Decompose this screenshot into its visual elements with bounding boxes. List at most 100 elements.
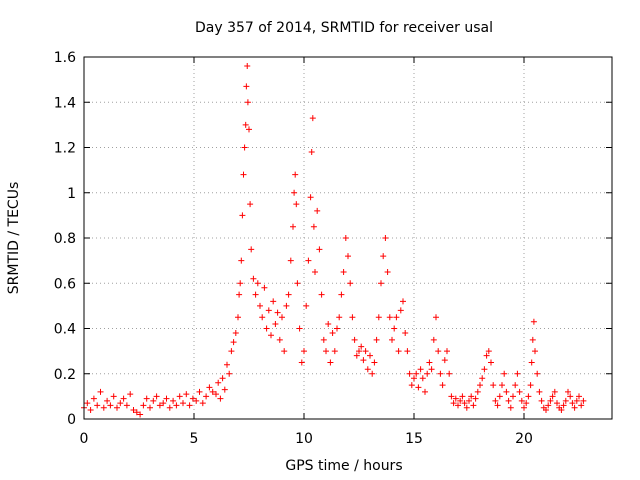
data-point — [270, 298, 277, 305]
data-point — [153, 393, 160, 400]
data-point — [193, 397, 200, 404]
data-point — [532, 348, 538, 355]
data-point — [516, 388, 523, 395]
data-point — [571, 404, 578, 411]
data-point — [439, 382, 446, 389]
data-point — [384, 268, 391, 275]
y-tick-label: 0.8 — [54, 231, 76, 247]
y-tick-label: 1.4 — [54, 95, 76, 111]
data-point — [327, 359, 334, 366]
data-point — [228, 348, 235, 355]
data-point — [298, 359, 305, 366]
data-point — [318, 291, 325, 298]
data-point — [459, 393, 466, 400]
data-point — [369, 370, 376, 377]
x-axis-label: GPS time / hours — [285, 458, 402, 474]
data-point — [578, 402, 585, 409]
data-point — [243, 83, 250, 90]
y-tick-label: 1.2 — [54, 141, 76, 157]
x-tick-label: 10 — [295, 431, 313, 447]
data-point — [530, 318, 537, 325]
data-point — [303, 302, 310, 309]
data-point — [393, 314, 400, 321]
data-point — [576, 393, 582, 400]
data-point — [534, 370, 541, 377]
data-point — [422, 388, 428, 395]
data-point — [468, 393, 475, 400]
data-point — [237, 280, 244, 287]
data-point — [244, 63, 251, 70]
data-point — [316, 246, 323, 253]
data-point — [203, 393, 210, 400]
data-point — [265, 307, 272, 314]
data-point — [236, 291, 243, 298]
data-point — [100, 404, 107, 411]
data-point — [523, 400, 530, 407]
data-point — [268, 332, 274, 339]
data-point — [521, 404, 527, 411]
data-point — [163, 395, 170, 402]
data-point — [389, 336, 395, 343]
data-point — [419, 375, 426, 382]
y-tick-label: 0.6 — [54, 276, 76, 292]
data-point — [196, 388, 203, 395]
data-point — [238, 257, 245, 264]
data-point — [580, 397, 587, 404]
data-point — [547, 397, 554, 404]
data-point — [213, 391, 219, 398]
data-point — [247, 201, 254, 208]
x-tick-label: 15 — [405, 431, 423, 447]
data-point — [259, 314, 266, 321]
data-point — [305, 257, 312, 264]
data-point — [375, 314, 382, 321]
data-point — [529, 336, 536, 343]
data-point — [351, 336, 358, 343]
data-point — [180, 400, 186, 407]
data-point — [160, 400, 167, 407]
data-point — [450, 400, 457, 407]
data-point — [309, 115, 316, 122]
data-point — [373, 336, 380, 343]
data-point — [294, 280, 301, 287]
data-point — [378, 280, 384, 287]
data-point — [364, 366, 371, 373]
data-point — [536, 388, 543, 395]
data-point — [457, 397, 464, 404]
data-point — [137, 411, 144, 418]
data-point — [127, 391, 134, 398]
data-point — [428, 366, 435, 373]
data-point — [525, 393, 532, 400]
data-point — [507, 404, 514, 411]
data-point — [147, 404, 153, 411]
data-point — [415, 384, 422, 391]
data-point — [483, 352, 490, 359]
data-point — [404, 348, 411, 355]
data-point — [189, 395, 196, 402]
data-point — [252, 291, 259, 298]
data-point — [293, 201, 300, 208]
data-point — [353, 352, 360, 359]
x-tick-label: 5 — [190, 431, 199, 447]
grid — [84, 57, 612, 419]
data-point — [472, 395, 479, 402]
data-point — [110, 393, 117, 400]
data-point — [107, 402, 114, 409]
data-point — [408, 382, 415, 389]
data-point — [413, 370, 420, 377]
data-point — [206, 384, 213, 391]
data-point — [307, 194, 314, 201]
data-point — [362, 348, 369, 355]
data-point — [402, 330, 409, 337]
data-point — [312, 268, 318, 275]
data-point — [492, 397, 499, 404]
data-point — [569, 400, 576, 407]
data-point — [340, 268, 347, 275]
data-point — [291, 189, 298, 196]
data-point — [446, 370, 453, 377]
data-point — [325, 320, 332, 327]
data-point — [90, 395, 97, 402]
data-point — [485, 348, 492, 355]
data-point — [382, 235, 389, 241]
data-point — [240, 171, 247, 178]
data-point — [466, 397, 472, 404]
